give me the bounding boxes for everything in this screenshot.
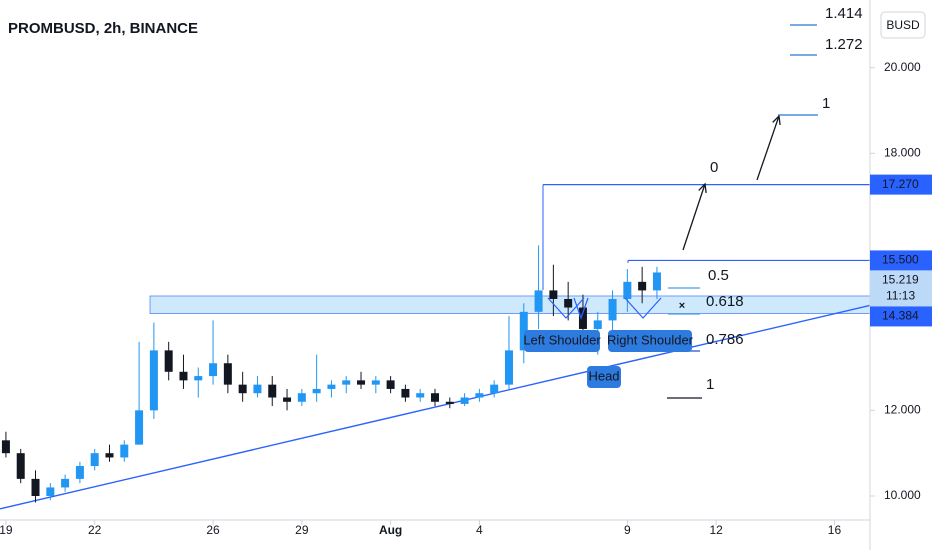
candle-body: [357, 380, 366, 385]
pattern-outline: [624, 297, 662, 319]
fib-label: 0: [710, 159, 718, 176]
x-tick-label: 4: [476, 523, 483, 537]
x-tick-label: 29: [295, 523, 309, 537]
projection-arrow: [756, 115, 780, 181]
price-label-box: [870, 250, 932, 271]
candle-body: [253, 384, 262, 394]
price-label: 17.270: [882, 177, 919, 191]
candle-body: [431, 393, 439, 402]
candle-body: [445, 401, 454, 404]
price-label-box: [870, 306, 932, 327]
candle-body: [416, 393, 425, 398]
candle-body: [209, 363, 218, 377]
candle-body: [149, 350, 158, 411]
candle-body: [652, 272, 661, 291]
arrow-head: [698, 182, 707, 194]
candle-body: [504, 350, 513, 385]
fib-label: 1: [822, 95, 830, 112]
candle-body: [342, 380, 351, 385]
candle-body: [297, 393, 306, 402]
candle-body: [312, 388, 321, 394]
candle-body: [549, 290, 558, 299]
price-label-box: [870, 270, 932, 307]
candle-body: [327, 384, 336, 389]
chart-title: PROMBUSD, 2h, BINANCE: [8, 20, 198, 37]
price-label: 14.384: [882, 309, 919, 323]
candle-body: [164, 350, 173, 372]
candle-body: [401, 388, 410, 398]
resistance-zone: [149, 295, 870, 314]
plot-area: ×: [0, 114, 870, 510]
candle-body: [475, 393, 484, 398]
fib-label: 0.5: [708, 267, 729, 284]
candle-body: [90, 453, 99, 467]
y-tick-label: 10.000: [884, 488, 921, 502]
x-tick-label: 16: [828, 523, 842, 537]
candle-body: [105, 453, 114, 458]
fib-label: 0.786: [706, 331, 744, 348]
pattern-label-box: [524, 330, 600, 352]
candle-body: [283, 397, 292, 402]
candle-body: [120, 444, 129, 458]
price-label: 15.500: [882, 253, 919, 267]
x-tick-label: 19: [0, 523, 13, 537]
candle-body: [608, 298, 617, 321]
candle-body: [75, 466, 84, 479]
candle-body: [31, 478, 40, 497]
pattern-outline: [547, 297, 585, 319]
candle-body: [490, 384, 499, 394]
y-tick-label: 12.000: [884, 403, 921, 417]
y-tick-label: 20.000: [884, 60, 921, 74]
currency[interactable]: BUSD: [886, 18, 920, 32]
candle-body: [61, 478, 70, 488]
candle-body: [371, 380, 380, 385]
x-tick-label: 12: [709, 523, 723, 537]
x-tick-label: 9: [624, 523, 631, 537]
candle-body: [593, 320, 602, 329]
stop-marker: ×: [679, 300, 685, 312]
x-tick-label: 26: [206, 523, 220, 537]
fib-label: 0.618: [706, 293, 744, 310]
candle-body: [578, 307, 587, 329]
candle-body: [268, 384, 277, 398]
arrow-head: [772, 114, 781, 126]
candle-body: [638, 281, 647, 291]
fib-label: 1.414: [825, 5, 863, 22]
pattern-outline: [573, 297, 589, 320]
candle-body: [534, 290, 543, 312]
x-tick-label: 22: [88, 523, 102, 537]
candle-body: [519, 311, 528, 351]
pattern-label: Right Shoulder: [607, 332, 694, 347]
trendline: [0, 304, 870, 510]
currency-button[interactable]: [880, 11, 926, 39]
countdown: 11:13: [886, 289, 915, 303]
candle-body: [16, 453, 25, 479]
pattern-label-box: [608, 330, 692, 352]
price-label: 15.219: [882, 273, 919, 287]
candle-body: [179, 371, 188, 381]
candle-body: [194, 376, 203, 381]
y-tick-label: 18.000: [884, 146, 921, 160]
pattern-label-box: [587, 366, 621, 388]
candle-body: [623, 281, 632, 299]
pattern-label: Head: [588, 368, 619, 383]
projection-arrow: [682, 183, 706, 251]
x-tick-label: Aug: [379, 523, 402, 537]
pattern-label: Left Shoulder: [523, 332, 601, 347]
candle-body: [1, 440, 10, 454]
price-label-box: [870, 174, 932, 195]
candle-body: [460, 397, 469, 404]
candle-body: [46, 487, 55, 497]
candle-body: [564, 298, 573, 308]
fib-label: 1: [706, 376, 714, 393]
candle-body: [223, 363, 232, 385]
fib-label: 1.272: [825, 36, 863, 53]
candle-body: [238, 384, 247, 394]
candle-body: [135, 410, 144, 445]
candle-body: [386, 380, 395, 389]
